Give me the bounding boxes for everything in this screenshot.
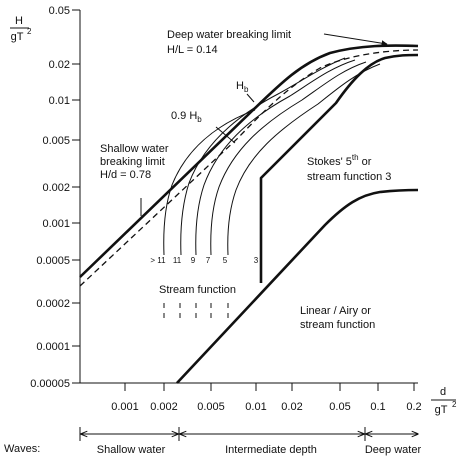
x-ticks: 0.001 0.002 0.005 0.01 0.02 0.05 0.1 0.2: [111, 383, 422, 413]
hb90-label: 0.9 Hb: [171, 110, 202, 124]
x-tick: 0.2: [406, 383, 422, 413]
x-tick-label: 0.001: [111, 401, 139, 413]
order-label: 5: [223, 256, 228, 265]
x-tick: 0.005: [197, 383, 225, 413]
y-tick-label: 0.001: [42, 218, 70, 230]
x-label-denominator: gT: [435, 404, 448, 416]
order-labels: > 11 11 9 7 5 3: [150, 256, 258, 265]
y-label-numerator: H: [15, 15, 23, 27]
stokes-line-1: Stokes' 5th or: [307, 153, 372, 168]
y-tick: 0.01: [49, 95, 80, 107]
y-axis-label: H gT 2: [10, 15, 32, 43]
y-tick-label: 0.0001: [36, 341, 70, 353]
x-tick-label: 0.2: [406, 401, 421, 413]
x-tick: 0.1: [370, 383, 386, 413]
y-tick-label: 0.02: [49, 59, 70, 71]
y-tick: 0.005: [42, 135, 80, 147]
deep-breaking-line-1: Deep water breaking limit: [167, 29, 291, 41]
y-tick: 0.0001: [36, 341, 80, 353]
stream-order-curve-over-11: [163, 109, 256, 256]
order-label: > 11: [150, 256, 166, 265]
hb-annotation: Hb: [236, 80, 255, 103]
order-label: 11: [173, 256, 182, 265]
ninety-percent-breaking-curve: [79, 49, 419, 287]
x-tick: 0.02: [281, 383, 303, 413]
x-tick: 0.002: [150, 383, 178, 413]
shallow-breaking-line-2: breaking limit: [100, 156, 165, 168]
x-tick-label: 0.02: [281, 401, 302, 413]
y-label-exponent: 2: [27, 27, 32, 36]
intermediate-zone-label: Intermediate depth: [225, 444, 317, 456]
x-tick: 0.05: [329, 383, 351, 413]
x-tick-label: 0.1: [370, 401, 385, 413]
y-tick: 0.002: [42, 182, 80, 194]
stream-order-curve-11: [180, 57, 346, 256]
order-label: 7: [206, 256, 211, 265]
order-label: 3: [254, 256, 259, 265]
y-tick-label: 0.005: [42, 135, 70, 147]
y-tick-label: 0.0005: [36, 255, 70, 267]
x-tick-label: 0.005: [197, 401, 225, 413]
y-tick-label: 0.0002: [36, 298, 70, 310]
x-tick-label: 0.002: [150, 401, 178, 413]
deep-breaking-leader: [323, 33, 388, 47]
y-tick: 0.0005: [36, 255, 80, 267]
wave-zones: Waves: Shallow water Intermediate depth …: [4, 427, 421, 456]
stream-order-curve-5: [227, 63, 381, 256]
y-tick: 0.02: [49, 59, 80, 71]
y-tick: 0.05: [49, 5, 80, 17]
deep-water-annotation: Deep water breaking limit H/L = 0.14: [167, 29, 388, 56]
hb-label: Hb: [236, 80, 249, 94]
x-label-exponent: 2: [452, 400, 457, 409]
deep-breaking-line-2: H/L = 0.14: [167, 44, 218, 56]
y-tick: 0.00005: [30, 378, 80, 390]
breaking-limit-curve: [79, 44, 419, 278]
linear-airy-annotation: Linear / Airy or stream function: [300, 305, 375, 331]
shallow-breaking-line-1: Shallow water: [100, 143, 169, 155]
stream-function-dashes: [163, 303, 229, 320]
stream-order-curve-7: [210, 61, 367, 256]
x-tick-label: 0.01: [245, 401, 266, 413]
y-tick: 0.0002: [36, 298, 80, 310]
stream-function-label: Stream function: [159, 284, 236, 296]
x-label-numerator: d: [440, 386, 446, 398]
shallow-breaking-line-3: H/d = 0.78: [100, 169, 151, 181]
y-tick-label: 0.002: [42, 182, 70, 194]
stream-order-curve-9: [195, 59, 356, 256]
x-tick: 0.001: [111, 383, 139, 413]
x-axis-label: d gT 2: [431, 386, 457, 416]
y-tick-label: 0.05: [49, 5, 70, 17]
hb90-annotation: 0.9 Hb: [171, 110, 236, 144]
linear-airy-boundary-curve: [176, 188, 419, 384]
shallow-breaking-annotation: Shallow water breaking limit H/d = 0.78: [100, 143, 169, 216]
y-tick-label: 0.00005: [30, 378, 70, 390]
y-label-denominator: gT: [11, 31, 24, 43]
linear-airy-line-2: stream function: [300, 319, 375, 331]
shallow-zone-label: Shallow water: [97, 444, 166, 456]
stokes-boundary-curve: [259, 53, 419, 283]
linear-airy-line-1: Linear / Airy or: [300, 305, 371, 317]
order-label: 9: [191, 256, 196, 265]
stokes-annotation: Stokes' 5th or stream function 3: [307, 153, 391, 183]
y-ticks: 0.05 0.02 0.01 0.005 0.002 0.001 0.0005 …: [30, 5, 80, 390]
y-tick: 0.001: [42, 218, 80, 230]
waves-title: Waves:: [4, 443, 40, 455]
y-tick-label: 0.01: [49, 95, 70, 107]
hb90-leader: [215, 126, 236, 144]
x-tick: 0.01: [245, 383, 267, 413]
deep-zone-label: Deep water: [365, 444, 422, 456]
x-tick-label: 0.05: [329, 401, 350, 413]
stokes-line-2: stream function 3: [307, 171, 391, 183]
hb-leader: [246, 93, 255, 103]
